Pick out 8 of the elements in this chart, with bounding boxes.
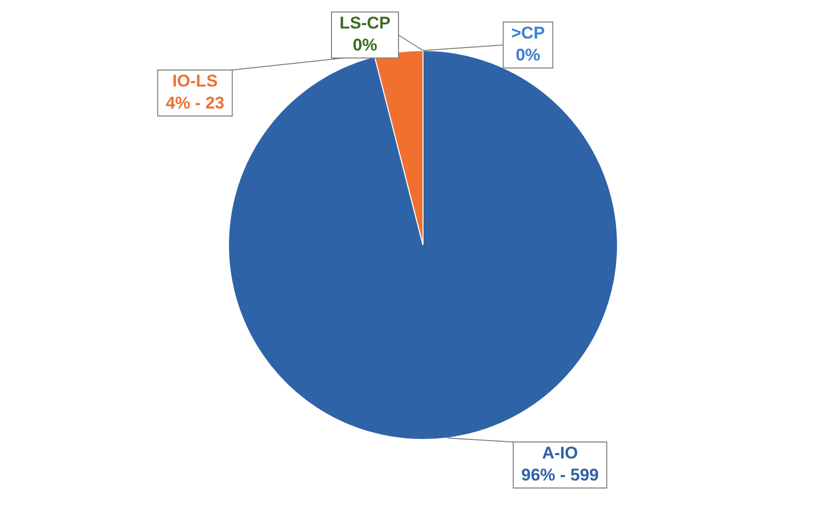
category-label: >CP	[511, 24, 545, 43]
category-label: LS-CP	[340, 14, 390, 33]
slice-label: IO-LS	[172, 72, 218, 91]
slice-label: A-IO	[542, 444, 578, 463]
text: 0%	[352, 36, 378, 55]
data-label: 96% - 599	[521, 466, 599, 485]
text: 0%	[516, 46, 540, 65]
data-label: 4% - 23	[166, 94, 224, 113]
